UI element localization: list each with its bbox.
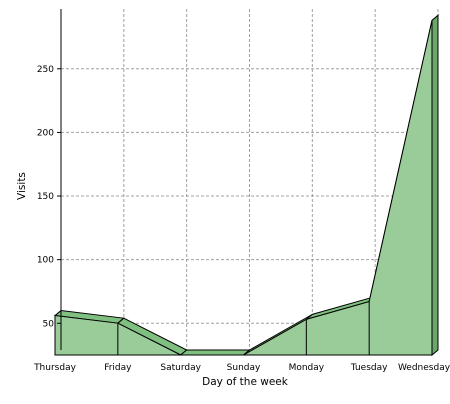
y-tick-label: 200 [37, 128, 54, 138]
y-tick-label: 50 [43, 319, 55, 329]
x-axis-title: Day of the week [202, 376, 289, 388]
axis-layer [55, 9, 432, 356]
x-tick-label: Sunday [227, 363, 261, 373]
y-tick-label: 150 [37, 192, 54, 202]
area-top-face [179, 349, 251, 356]
area-end-face [431, 14, 439, 357]
x-tick-label: Monday [289, 363, 325, 373]
x-tick-label: Saturday [160, 363, 201, 373]
y-tick-label: 250 [37, 65, 54, 75]
x-tick-label: Tuesday [350, 363, 388, 373]
label-layer: 50 100 150 200 250 Thursday Friday Saturday Sund… [33, 65, 450, 373]
x-tick-label: Friday [104, 363, 132, 373]
area-layer [53, 14, 439, 357]
x-tick-label: Wednesday [398, 363, 450, 373]
x-tick-label: Thursday [33, 363, 77, 373]
y-tick-label: 100 [37, 256, 54, 266]
y-axis-title: Visits [16, 172, 28, 200]
